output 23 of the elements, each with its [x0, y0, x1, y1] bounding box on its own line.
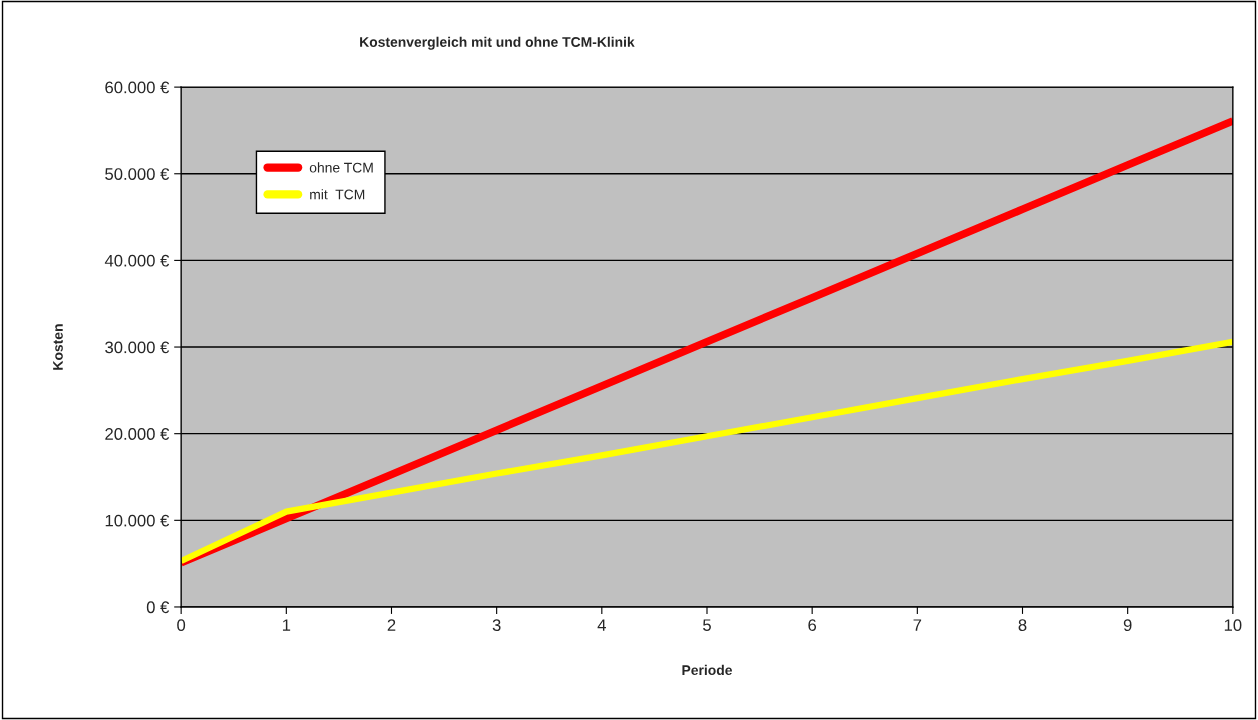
- y-tick-label: 40.000 €: [104, 254, 170, 267]
- y-tick-label: 0 €: [146, 601, 170, 614]
- y-tick-label: 60.000 €: [105, 81, 170, 94]
- x-tick-label: 3: [492, 619, 501, 632]
- legend-label: mit TCM: [310, 189, 365, 200]
- x-tick-label: 1: [282, 619, 291, 631]
- y-tick-label: 50.000 €: [105, 168, 170, 180]
- chart-title: Kostenvergleich mit und ohne TCM-Klinik: [360, 36, 635, 50]
- x-tick-label: 6: [808, 619, 817, 632]
- y-tick-label: 20.000 €: [105, 428, 170, 440]
- x-tick-label: 5: [703, 619, 711, 632]
- x-tick-label: 7: [913, 619, 922, 631]
- x-tick-label: 0: [177, 619, 186, 632]
- x-tick-label: 4: [597, 619, 606, 631]
- x-tick-label: 9: [1123, 619, 1132, 632]
- y-tick-label: 10.000 €: [105, 514, 170, 527]
- y-axis-title: Kosten: [53, 324, 63, 370]
- x-tick-label: 2: [387, 619, 396, 631]
- y-tick-label: 30.000 €: [105, 341, 170, 354]
- x-tick-label: 8: [1018, 619, 1027, 632]
- legend-label: ohne TCM: [309, 162, 373, 173]
- x-tick-label: 10: [1224, 619, 1242, 632]
- x-axis-title: Periode: [682, 664, 732, 676]
